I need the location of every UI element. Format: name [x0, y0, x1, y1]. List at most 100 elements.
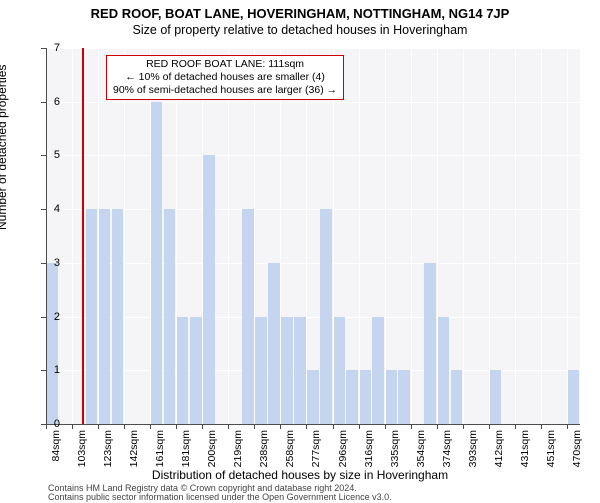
x-axis-line [46, 424, 580, 425]
x-tick-mark [124, 424, 125, 429]
x-tick-mark [176, 424, 177, 429]
info-box-line2: ← 10% of detached houses are smaller (4) [113, 71, 337, 84]
footer-line2: Contains public sector information licen… [48, 493, 392, 503]
x-tick-label: 470sqm [571, 430, 583, 467]
x-tick-label: 142sqm [128, 430, 140, 467]
x-tick-label: 277sqm [310, 430, 322, 467]
grid-line [463, 48, 464, 424]
x-tick-label: 393sqm [467, 430, 479, 467]
page-subtitle: Size of property relative to detached ho… [0, 23, 600, 37]
x-tick-label: 238sqm [258, 430, 270, 467]
x-tick-mark [515, 424, 516, 429]
bar [398, 370, 409, 424]
x-tick-label: 219sqm [232, 430, 244, 467]
x-tick-label: 374sqm [441, 430, 453, 467]
grid-line [176, 48, 177, 424]
x-tick-mark [46, 424, 47, 429]
grid-line [385, 48, 386, 424]
grid-line [98, 48, 99, 424]
grid-line [541, 48, 542, 424]
x-tick-label: 200sqm [206, 430, 218, 467]
x-tick-mark [437, 424, 438, 429]
grid-line [46, 155, 580, 156]
bar [268, 263, 279, 424]
x-tick-label: 431sqm [519, 430, 531, 467]
x-tick-label: 354sqm [415, 430, 427, 467]
bar [307, 370, 318, 424]
x-tick-label: 258sqm [284, 430, 296, 467]
bar [346, 370, 357, 424]
y-tick-label: 4 [32, 203, 60, 215]
bar [438, 317, 449, 424]
y-axis-label: Number of detached properties [0, 65, 9, 230]
grid-line [280, 48, 281, 424]
info-box-line1: RED ROOF BOAT LANE: 111sqm [113, 58, 337, 71]
grid-line [489, 48, 490, 424]
x-tick-mark [202, 424, 203, 429]
y-tick-mark [41, 102, 46, 103]
grid-line [333, 48, 334, 424]
grid-line [150, 48, 151, 424]
x-tick-mark [72, 424, 73, 429]
y-tick-mark [41, 155, 46, 156]
bar [490, 370, 501, 424]
bar [372, 317, 383, 424]
x-tick-label: 123sqm [102, 430, 114, 467]
x-tick-label: 181sqm [180, 430, 192, 467]
y-tick-label: 6 [32, 96, 60, 108]
grid-line [202, 48, 203, 424]
bar [255, 317, 266, 424]
grid-line [437, 48, 438, 424]
grid-line [46, 48, 580, 49]
bar [320, 209, 331, 424]
x-tick-mark [306, 424, 307, 429]
bar [177, 317, 188, 424]
y-tick-label: 3 [32, 257, 60, 269]
grid-line [124, 48, 125, 424]
y-tick-mark [41, 48, 46, 49]
grid-line [72, 48, 73, 424]
bar [190, 317, 201, 424]
grid-line [515, 48, 516, 424]
bar [568, 370, 579, 424]
grid-line [46, 102, 580, 103]
grid-line [411, 48, 412, 424]
bar [112, 209, 123, 424]
chart-area: RED ROOF BOAT LANE: 111sqm ← 10% of deta… [46, 48, 580, 424]
y-tick-mark [41, 317, 46, 318]
bar [333, 317, 344, 424]
y-tick-mark [41, 370, 46, 371]
x-tick-mark [489, 424, 490, 429]
x-tick-label: 412sqm [493, 430, 505, 467]
x-tick-label: 103sqm [76, 430, 88, 467]
grid-line [228, 48, 229, 424]
y-tick-label: 7 [32, 42, 60, 54]
bar [281, 317, 292, 424]
page-title: RED ROOF, BOAT LANE, HOVERINGHAM, NOTTIN… [0, 6, 600, 21]
grid-line [254, 48, 255, 424]
bar [86, 209, 97, 424]
bar [451, 370, 462, 424]
bar [99, 209, 110, 424]
info-box: RED ROOF BOAT LANE: 111sqm ← 10% of deta… [106, 55, 344, 100]
x-tick-label: 316sqm [363, 430, 375, 467]
grid-line [46, 209, 580, 210]
x-tick-label: 161sqm [154, 430, 166, 467]
grid-line [567, 48, 568, 424]
info-box-line3: 90% of semi-detached houses are larger (… [113, 84, 337, 97]
x-tick-mark [254, 424, 255, 429]
bar [47, 263, 58, 424]
x-tick-label: 451sqm [545, 430, 557, 467]
bar [164, 209, 175, 424]
bar [242, 209, 253, 424]
y-tick-label: 5 [32, 149, 60, 161]
bar [151, 102, 162, 424]
x-tick-mark [333, 424, 334, 429]
grid-line [359, 48, 360, 424]
reference-line [82, 48, 84, 424]
grid-line [46, 263, 580, 264]
x-tick-mark [359, 424, 360, 429]
x-tick-label: 335sqm [389, 430, 401, 467]
y-tick-mark [41, 263, 46, 264]
x-tick-mark [280, 424, 281, 429]
